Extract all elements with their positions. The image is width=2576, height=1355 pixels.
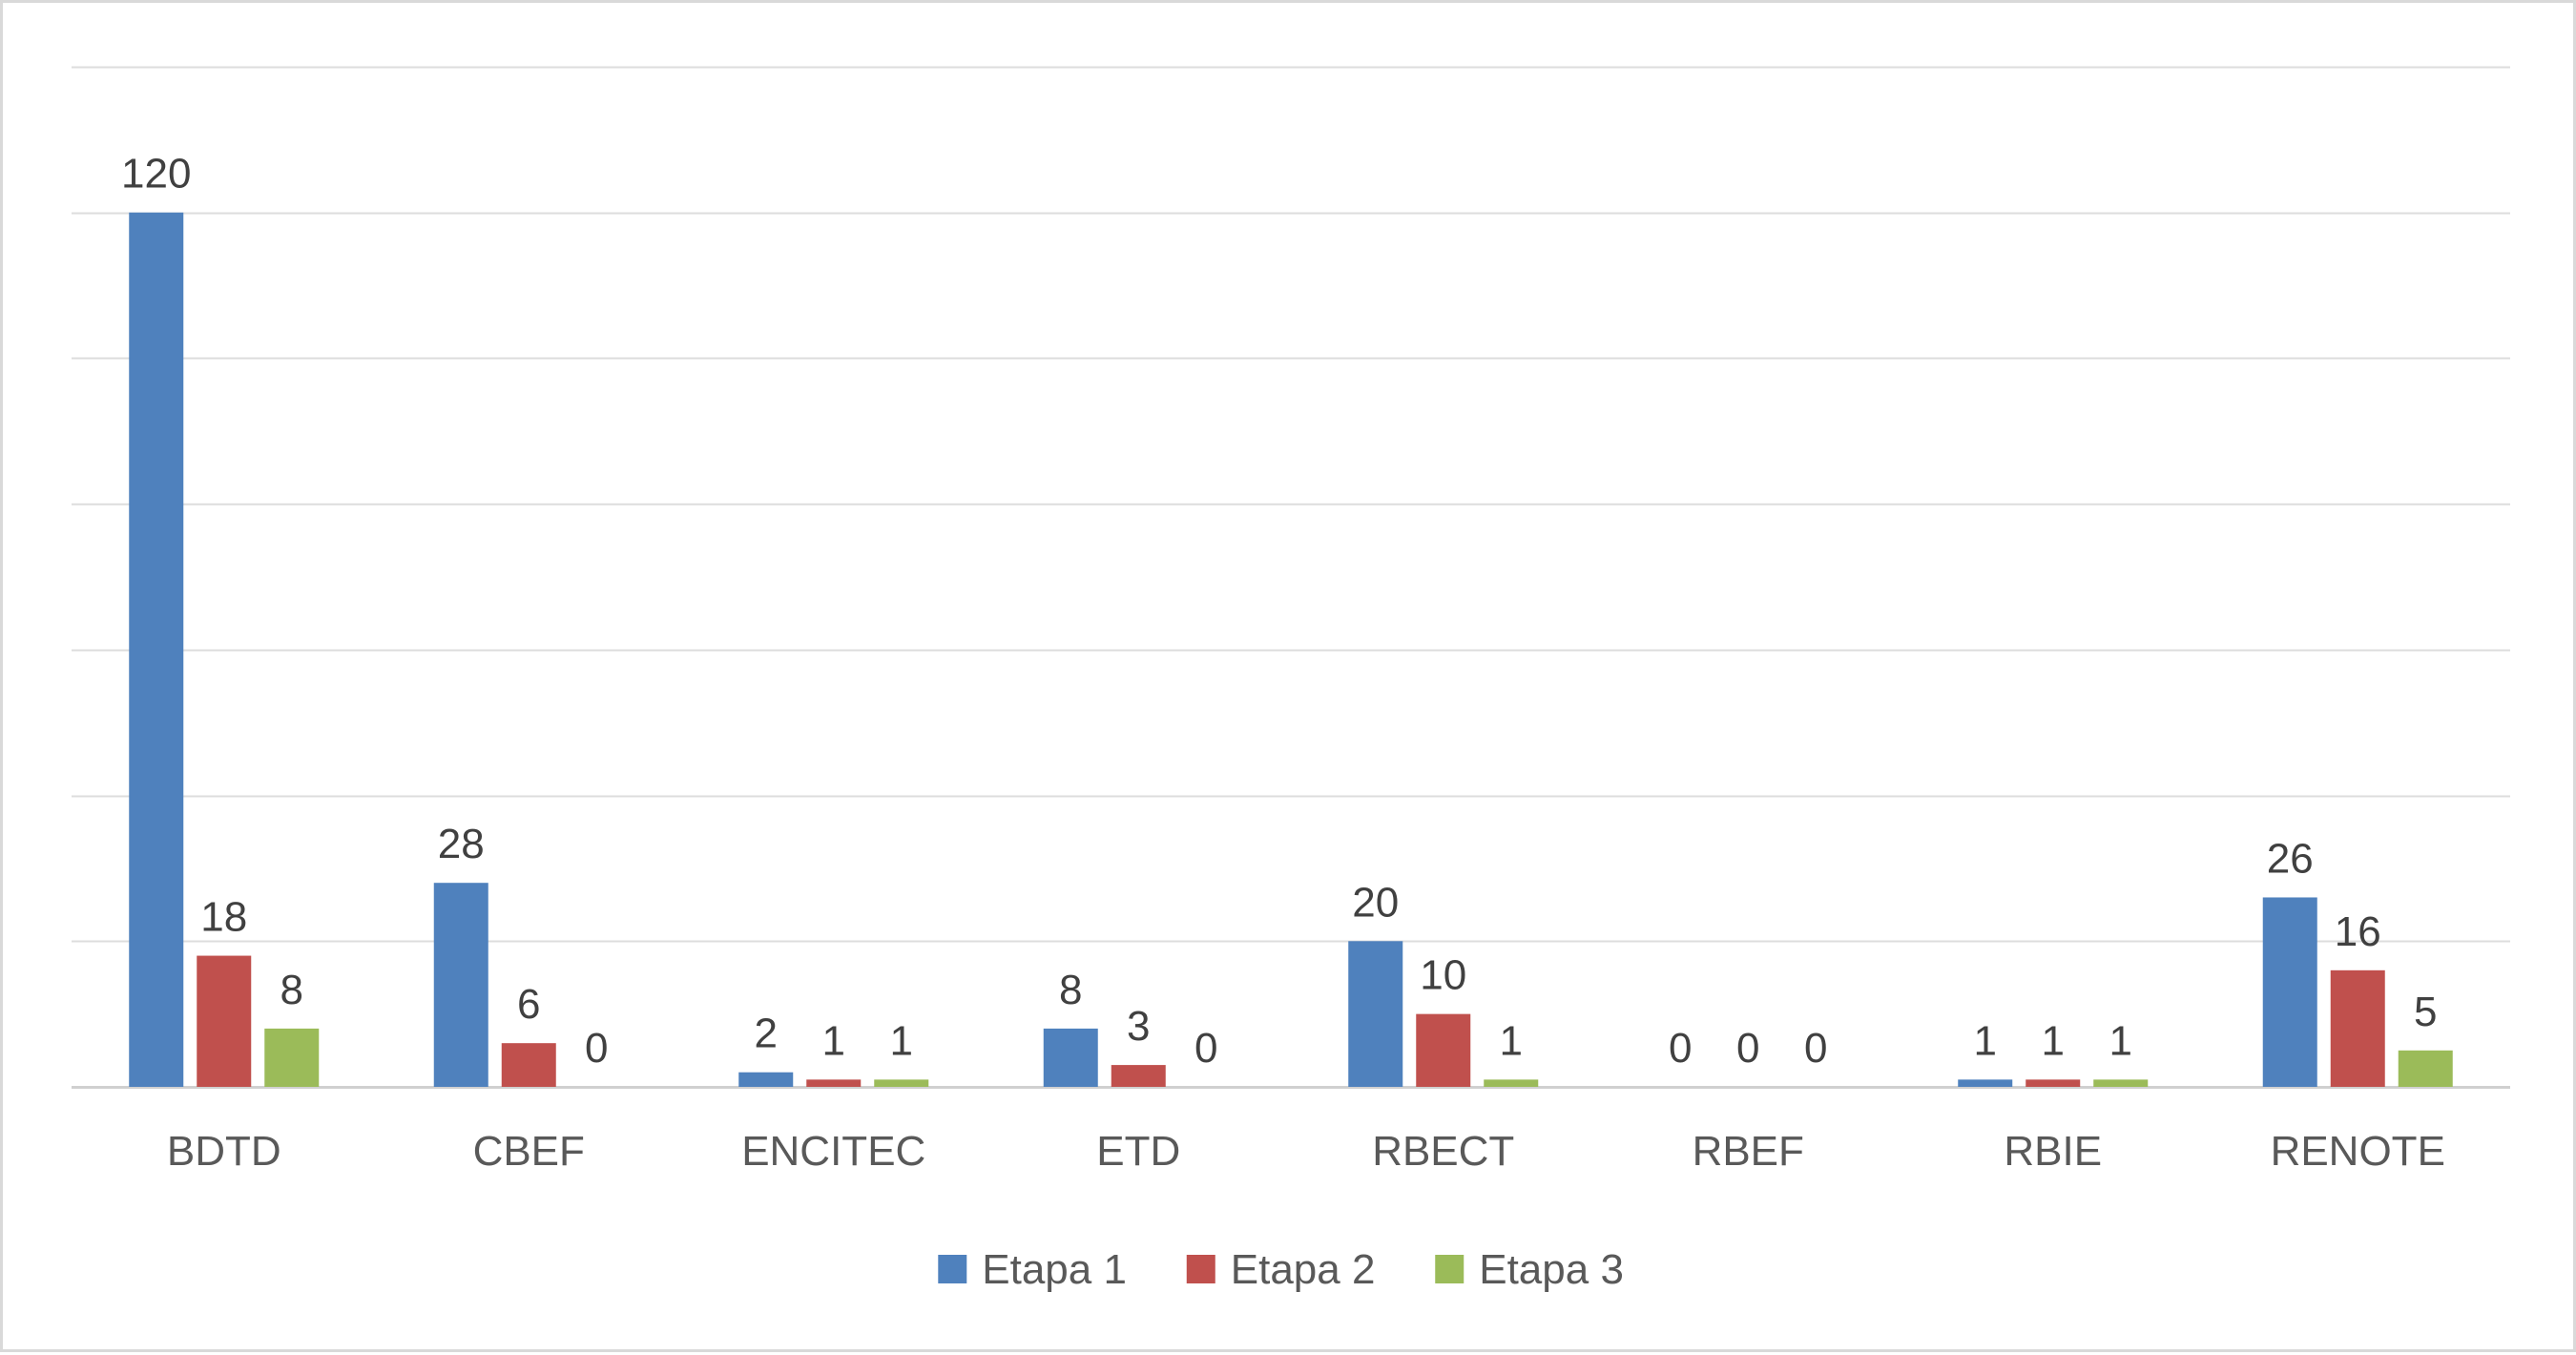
legend-label: Etapa 1 — [982, 1246, 1127, 1293]
bar-etd-1 — [1043, 1028, 1098, 1087]
data-label: 18 — [200, 894, 247, 941]
legend-swatch — [1186, 1255, 1215, 1283]
data-label: 0 — [1669, 1025, 1692, 1072]
data-label: 28 — [438, 821, 485, 867]
bar-renote-1 — [2262, 897, 2317, 1087]
bar-bdtd-1 — [129, 212, 184, 1087]
legend-label: Etapa 3 — [1479, 1246, 1624, 1293]
data-label: 8 — [280, 967, 303, 1013]
data-label: 26 — [2267, 835, 2314, 882]
data-label: 10 — [1420, 952, 1466, 999]
bar-encitec-1 — [738, 1072, 794, 1087]
bar-bdtd-3 — [264, 1028, 320, 1087]
data-label: 0 — [1804, 1025, 1827, 1072]
bar-rbie-2 — [2025, 1079, 2081, 1087]
bar-cbef-2 — [501, 1043, 556, 1087]
data-label: 1 — [890, 1017, 913, 1064]
data-label: 0 — [1195, 1025, 1217, 1072]
data-label: 16 — [2335, 908, 2381, 955]
bar-renote-3 — [2398, 1050, 2453, 1087]
data-label: 1 — [1500, 1017, 1523, 1064]
bar-encitec-2 — [806, 1079, 862, 1087]
legend-label: Etapa 2 — [1231, 1246, 1376, 1293]
bar-cbef-1 — [433, 883, 488, 1087]
category-label: RENOTE — [2271, 1128, 2445, 1175]
bar-renote-2 — [2330, 969, 2385, 1087]
legend: Etapa 1 Etapa 2 Etapa 3 — [938, 1246, 1624, 1293]
data-label: 0 — [1736, 1025, 1759, 1072]
data-label: 8 — [1059, 967, 1082, 1013]
bar-encitec-3 — [874, 1079, 929, 1087]
bar-rbect-1 — [1348, 941, 1403, 1087]
category-label: BDTD — [167, 1128, 281, 1175]
data-label: 1 — [1974, 1017, 1997, 1064]
bars — [129, 212, 2453, 1087]
legend-swatch — [1435, 1255, 1465, 1283]
data-label: 6 — [517, 981, 540, 1028]
data-label: 5 — [2414, 989, 2437, 1035]
data-label: 120 — [121, 151, 191, 198]
category-label: ENCITEC — [741, 1128, 925, 1175]
category-labels: BDTD CBEF ENCITEC ETD RBECT RBEF RBIE RENOTE — [167, 1128, 2445, 1175]
bar-rbie-3 — [2093, 1079, 2149, 1087]
bar-etd-2 — [1111, 1065, 1166, 1087]
category-label: ETD — [1096, 1128, 1180, 1175]
bar-rbect-2 — [1416, 1013, 1471, 1087]
bar-rbect-3 — [1484, 1079, 1539, 1087]
data-label: 3 — [1127, 1003, 1150, 1050]
data-label: 1 — [2109, 1017, 2132, 1064]
data-label: 1 — [2042, 1017, 2065, 1064]
data-label: 2 — [755, 1011, 778, 1057]
data-label: 0 — [585, 1025, 608, 1072]
legend-swatch — [938, 1255, 967, 1283]
data-label: 20 — [1352, 879, 1399, 926]
data-label: 1 — [822, 1017, 845, 1064]
category-label: CBEF — [473, 1128, 585, 1175]
bar-rbie-1 — [1958, 1079, 2013, 1087]
category-label: RBECT — [1372, 1128, 1514, 1175]
category-label: RBEF — [1693, 1128, 1804, 1175]
category-label: RBIE — [2004, 1128, 2102, 1175]
bar-bdtd-2 — [197, 955, 252, 1087]
